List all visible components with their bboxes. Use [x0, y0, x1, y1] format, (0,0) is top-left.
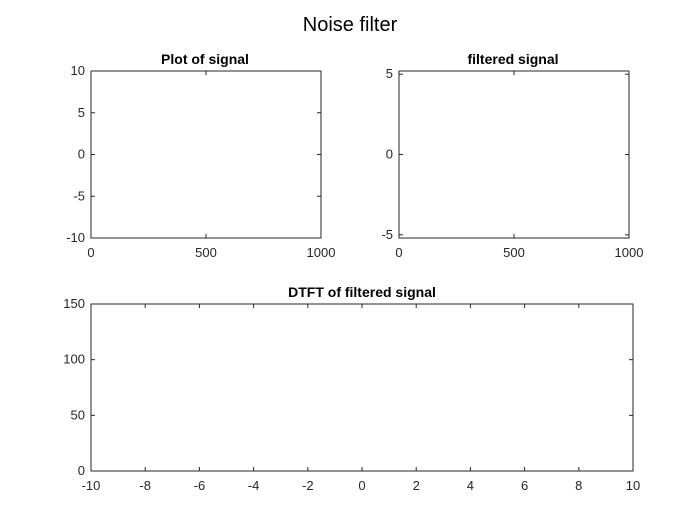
plot2-xtick-label: 0 — [395, 245, 402, 260]
plot3-xtick-label: 2 — [413, 478, 420, 493]
plot1-ytick-label: 10 — [71, 63, 85, 78]
plot1-ytick-label: 5 — [78, 105, 85, 120]
plot3-xtick-label: -6 — [194, 478, 206, 493]
plot1-xtick-label: 1000 — [307, 245, 336, 260]
plot3-xtick-label: -8 — [139, 478, 151, 493]
plot1-xtick-label: 0 — [87, 245, 94, 260]
plot3-xtick-label: -4 — [248, 478, 260, 493]
plot3-xtick-label: -2 — [302, 478, 314, 493]
plot3-axis-frame — [90, 303, 634, 472]
axes-filtered-signal: filtered signal 0 500 1000-505 — [381, 51, 643, 260]
plot3-ytick-label: 50 — [71, 407, 85, 422]
plot3-xtick-label: 0 — [358, 478, 365, 493]
figure-title: Noise filter — [303, 14, 398, 36]
plot1-title: Plot of signal — [161, 51, 249, 67]
plot1-ytick-label: 0 — [78, 147, 85, 162]
plot3-title: DTFT of filtered signal — [288, 284, 436, 300]
plot3-ytick-label: 0 — [78, 463, 85, 478]
plot3-xtick-label: 10 — [626, 478, 640, 493]
plot2-axis-frame — [398, 70, 630, 239]
plot3-xtick-label: 8 — [575, 478, 582, 493]
plot3-ytick-label: 150 — [63, 296, 85, 311]
plot2-xtick-label: 1000 — [615, 245, 644, 260]
plot1-xtick-label: 500 — [195, 245, 217, 260]
plot2-ytick-label: -5 — [381, 227, 393, 242]
plot2-ytick-label: 0 — [386, 147, 393, 162]
plot1-ytick-label: -10 — [66, 230, 85, 245]
plot2-xtick-label: 500 — [503, 245, 525, 260]
plot1-ytick-label: -5 — [73, 188, 85, 203]
plot3-xtick-label: -10 — [82, 478, 101, 493]
axes-dtft-of-filtered-signal: DTFT of filtered signal -10 -8 -6 -4 -2 0 2 4 6 8… — [63, 284, 640, 493]
plot1-axis-frame — [90, 70, 322, 239]
plot2-title: filtered signal — [467, 51, 558, 67]
plot3-ytick-label: 100 — [63, 352, 85, 367]
plot3-xtick-label: 4 — [467, 478, 474, 493]
axes-plot-of-signal: Plot of signal 0 500 1000 -10 -5 0 5 10 — [66, 51, 335, 260]
plot2-ytick-label: 5 — [386, 66, 393, 81]
plot3-xtick-label: 6 — [521, 478, 528, 493]
